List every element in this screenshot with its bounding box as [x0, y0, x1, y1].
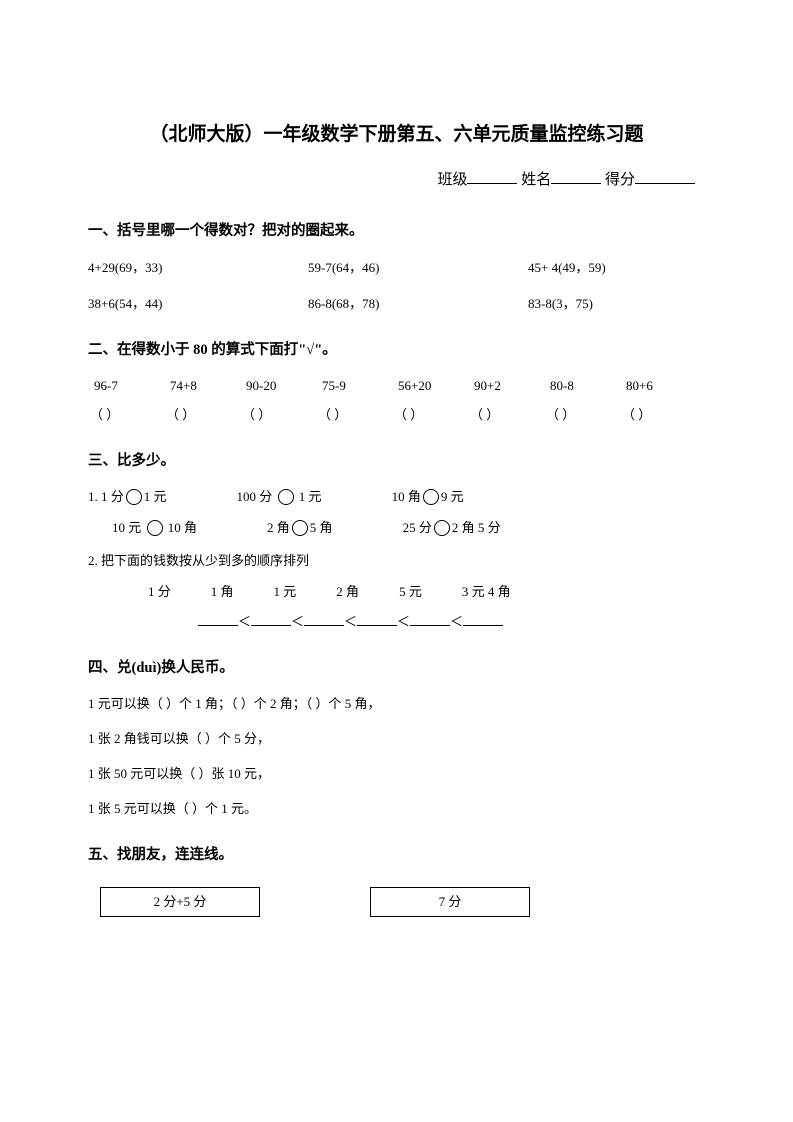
match-box-left: 2 分+5 分: [100, 887, 260, 918]
compare-circle-icon: [423, 489, 439, 505]
q2-paren: （ ）: [622, 405, 670, 426]
sort-item: 2 角: [336, 582, 359, 603]
class-blank: [467, 169, 517, 184]
q2-item: 75-9: [322, 376, 370, 397]
q2-heading: 二、在得数小于 80 的算式下面打"√"。: [88, 339, 705, 362]
sort-blank: [251, 625, 291, 626]
q3-cmp: 10 角 9 元: [392, 487, 464, 508]
sort-blank: [304, 625, 344, 626]
q1-row1: 4+29(69，33) 59-7(64，46) 45+ 4(49，59): [88, 258, 705, 279]
sort-item: 1 分: [148, 582, 171, 603]
q2-paren: （ ）: [166, 405, 214, 426]
q2-paren: （ ）: [546, 405, 594, 426]
q2-item: 74+8: [170, 376, 218, 397]
page-title: （北师大版）一年级数学下册第五、六单元质量监控练习题: [88, 120, 705, 150]
lt-icon: ＜: [291, 614, 304, 629]
q1-item: 83-8(3，75): [528, 294, 658, 315]
match-box-right: 7 分: [370, 887, 530, 918]
compare-circle-icon: [434, 520, 450, 536]
q3-cmp: 25 分 2 角 5 分: [403, 518, 501, 539]
cmp-left: 100 分: [237, 489, 273, 504]
lt-icon: ＜: [397, 614, 410, 629]
q3-prefix: 1.: [88, 489, 101, 504]
lt-icon: ＜: [238, 614, 251, 629]
cmp-right: 5 角: [310, 520, 333, 535]
q2-parens: （ ） （ ） （ ） （ ） （ ） （ ） （ ） （ ）: [88, 405, 705, 426]
q2-item: 90-20: [246, 376, 294, 397]
cmp-left: 10 元: [112, 520, 141, 535]
student-info-line: 班级 姓名 得分: [88, 168, 705, 192]
sort-blank: [357, 625, 397, 626]
name-label: 姓名: [521, 172, 551, 188]
q3-sort-items: 1 分 1 角 1 元 2 角 5 元 3 元 4 角: [88, 582, 705, 603]
q4-heading: 四、兑(duì)换人民币。: [88, 657, 705, 680]
q2-paren: （ ）: [318, 405, 366, 426]
compare-circle-icon: [292, 520, 308, 536]
sort-item: 1 角: [211, 582, 234, 603]
name-blank: [551, 169, 601, 184]
q4-line: 1 张 5 元可以换（ ）个 1 元。: [88, 799, 705, 820]
q1-item: 45+ 4(49，59): [528, 258, 658, 279]
q2-item: 80+6: [626, 376, 674, 397]
q2-paren: （ ）: [470, 405, 518, 426]
sort-blank: [410, 625, 450, 626]
compare-circle-icon: [278, 489, 294, 505]
q1-heading: 一、括号里哪一个得数对？把对的圈起来。: [88, 220, 705, 243]
compare-circle-icon: [147, 520, 163, 536]
class-label: 班级: [437, 172, 467, 188]
lt-icon: ＜: [450, 614, 463, 629]
q5-heading: 五、找朋友，连连线。: [88, 844, 705, 867]
q2-items: 96-7 74+8 90-20 75-9 56+20 90+2 80-8 80+…: [88, 376, 705, 397]
score-label: 得分: [605, 172, 635, 188]
q3-cmp: 1. 1 分 1 元: [88, 487, 167, 508]
q2-item: 56+20: [398, 376, 446, 397]
sort-blank: [198, 625, 238, 626]
q2-item: 90+2: [474, 376, 522, 397]
q3-heading: 三、比多少。: [88, 450, 705, 473]
q3-sort-chain: ＜ ＜ ＜ ＜ ＜: [88, 612, 705, 633]
cmp-left: 2 角: [267, 520, 290, 535]
q3-sort-instruction: 2. 把下面的钱数按从少到多的顺序排列: [88, 551, 705, 572]
cmp-right: 1 元: [144, 489, 167, 504]
sort-item: 3 元 4 角: [462, 582, 511, 603]
q4-line: 1 张 50 元可以换（ ）张 10 元，: [88, 764, 705, 785]
cmp-right: 9 元: [441, 489, 464, 504]
q3-cmp: 10 元 10 角: [112, 518, 197, 539]
sort-item: 1 元: [274, 582, 297, 603]
q1-item: 59-7(64，46): [308, 258, 438, 279]
cmp-right: 10 角: [168, 520, 197, 535]
q4-line: 1 张 2 角钱可以换（ ）个 5 分，: [88, 729, 705, 750]
cmp-left: 1 分: [101, 489, 124, 504]
q4-line: 1 元可以换（ ）个 1 角；（ ）个 2 角；（ ）个 5 角，: [88, 694, 705, 715]
q1-row2: 38+6(54，44) 86-8(68，78) 83-8(3，75): [88, 294, 705, 315]
q2-item: 80-8: [550, 376, 598, 397]
q1-item: 4+29(69，33): [88, 258, 218, 279]
q2-paren: （ ）: [394, 405, 442, 426]
q5-boxes: 2 分+5 分 7 分: [88, 887, 705, 918]
compare-circle-icon: [126, 489, 142, 505]
q3-cmp: 2 角 5 角: [267, 518, 333, 539]
q3-compare-row2: 10 元 10 角 2 角 5 角 25 分 2 角 5 分: [88, 518, 705, 539]
q1-item: 86-8(68，78): [308, 294, 438, 315]
sort-item: 5 元: [399, 582, 422, 603]
q3-compare-row1: 1. 1 分 1 元 100 分 1 元 10 角 9 元: [88, 487, 705, 508]
q3-cmp: 100 分 1 元: [237, 487, 322, 508]
q2-item: 96-7: [94, 376, 142, 397]
lt-icon: ＜: [344, 614, 357, 629]
q1-item: 38+6(54，44): [88, 294, 218, 315]
cmp-right: 2 角 5 分: [452, 520, 501, 535]
sort-blank: [463, 625, 503, 626]
q2-paren: （ ）: [242, 405, 290, 426]
cmp-left: 25 分: [403, 520, 432, 535]
q2-paren: （ ）: [90, 405, 138, 426]
score-blank: [635, 169, 695, 184]
cmp-right: 1 元: [299, 489, 322, 504]
cmp-left: 10 角: [392, 489, 421, 504]
